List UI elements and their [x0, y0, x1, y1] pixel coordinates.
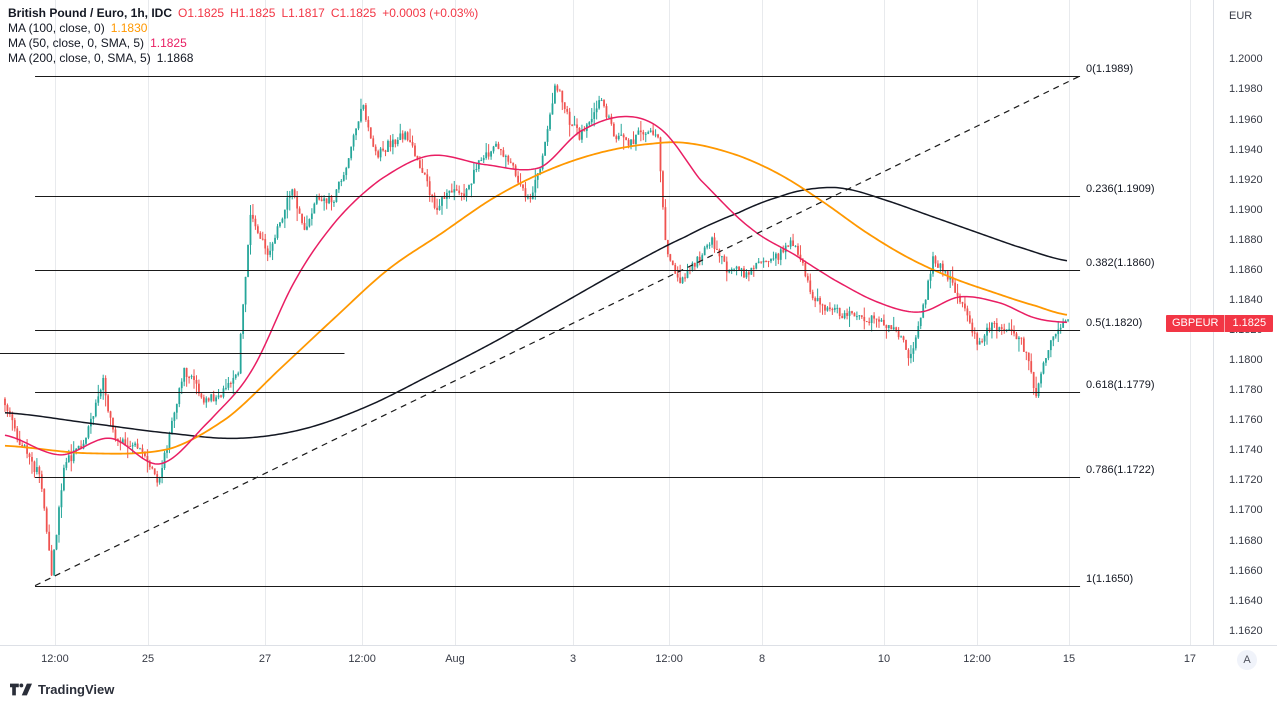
symbol-title[interactable]: British Pound / Euro, 1h, IDC	[8, 6, 173, 20]
time-tick: 27	[258, 653, 272, 665]
time-tick: 15	[1062, 653, 1076, 665]
price-tick: 1.2000	[1229, 53, 1263, 66]
price-tick: 1.1900	[1229, 203, 1263, 216]
currency-label: EUR	[1229, 10, 1253, 22]
symbol-legend-row: British Pound / Euro, 1h, IDC O1.1825 H1…	[8, 6, 478, 21]
time-tick: 12:00	[348, 653, 376, 665]
last-price-badge: GBPEUR 1.1825	[1166, 314, 1274, 332]
time-tick: Aug	[445, 653, 465, 665]
indicator-value-ma50: 1.1825	[150, 36, 187, 50]
open-value: O1.1825	[178, 6, 225, 20]
tradingview-brand-text[interactable]: TradingView	[38, 681, 115, 697]
time-tick: 25	[141, 653, 155, 665]
axis-settings-button[interactable]: A	[1237, 650, 1257, 670]
indicator-label-ma50[interactable]: MA (50, close, 0, SMA, 5)	[8, 36, 145, 50]
price-tick: 1.1620	[1229, 624, 1263, 637]
price-tick: 1.1680	[1229, 534, 1263, 547]
price-tick: 1.1980	[1229, 83, 1263, 96]
time-tick: 17	[1183, 653, 1197, 665]
price-chart-canvas[interactable]	[0, 0, 1213, 645]
price-tick: 1.1880	[1229, 233, 1263, 246]
tradingview-logo-icon[interactable]	[10, 682, 32, 697]
price-tick: 1.1640	[1229, 594, 1263, 607]
indicator-value-ma200: 1.1868	[156, 51, 194, 65]
time-tick: 10	[877, 653, 891, 665]
time-tick: 12:00	[963, 653, 991, 665]
price-tick: 1.1860	[1229, 263, 1263, 276]
price-tick: 1.1920	[1229, 173, 1263, 186]
price-tick: 1.1720	[1229, 474, 1263, 487]
time-tick: 12:00	[41, 653, 69, 665]
indicator-row-ma100: MA (100, close, 0) 1.1830	[8, 21, 478, 36]
time-tick: 3	[569, 653, 577, 665]
price-tick: 1.1760	[1229, 414, 1263, 427]
chart-legend: British Pound / Euro, 1h, IDC O1.1825 H1…	[8, 6, 478, 66]
indicator-label-ma200[interactable]: MA (200, close, 0, SMA, 5)	[8, 51, 151, 65]
price-tick: 1.1800	[1229, 354, 1263, 367]
time-tick: 12:00	[655, 653, 683, 665]
price-tick: 1.1660	[1229, 564, 1263, 577]
price-tick: 1.1740	[1229, 444, 1263, 457]
high-value: H1.1825	[230, 6, 276, 20]
price-tick: 1.1960	[1229, 113, 1263, 126]
indicator-row-ma200: MA (200, close, 0, SMA, 5) 1.1868	[8, 51, 478, 66]
price-tick: 1.1940	[1229, 143, 1263, 156]
time-axis[interactable]: 12:00 25 27 12:00 Aug 3 12:00 8 10 12:00 15 17 A	[0, 645, 1277, 677]
badge-value: 1.1825	[1225, 314, 1274, 332]
time-tick: 8	[758, 653, 766, 665]
indicator-value-ma100: 1.1830	[110, 21, 148, 35]
price-tick: 1.1700	[1229, 504, 1263, 517]
change-value: +0.0003 (+0.03%)	[382, 6, 479, 20]
low-value: L1.1817	[281, 6, 325, 20]
badge-symbol: GBPEUR	[1166, 314, 1226, 332]
indicator-row-ma50: MA (50, close, 0, SMA, 5) 1.1825	[8, 36, 478, 51]
indicator-label-ma100[interactable]: MA (100, close, 0)	[8, 21, 105, 35]
close-value: C1.1825	[330, 6, 377, 20]
price-tick: 1.1780	[1229, 384, 1263, 397]
footer: TradingView	[10, 678, 114, 700]
price-tick: 1.1840	[1229, 293, 1263, 306]
